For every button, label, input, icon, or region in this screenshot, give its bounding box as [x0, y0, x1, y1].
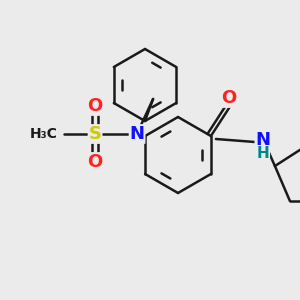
Text: N: N [130, 125, 145, 143]
Text: S: S [88, 125, 102, 143]
Text: O: O [88, 153, 103, 171]
Text: H₃C: H₃C [30, 127, 58, 141]
Text: O: O [221, 89, 236, 107]
Text: O: O [88, 97, 103, 115]
Text: N: N [255, 131, 270, 149]
Text: H: H [256, 146, 269, 161]
